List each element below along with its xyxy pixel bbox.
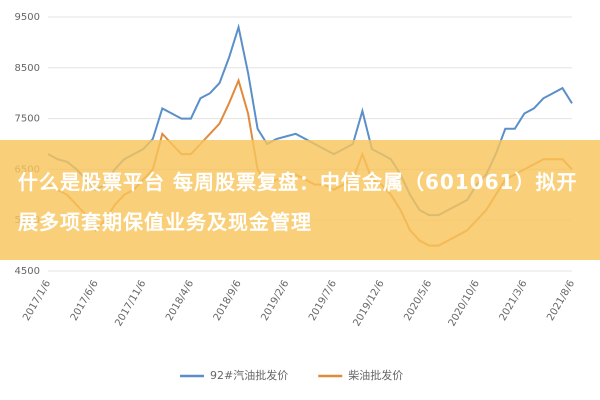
x-tick-label: 2020/10/6	[447, 279, 482, 329]
y-tick-label: 7500	[15, 114, 40, 125]
x-tick-label: 2021/3/6	[498, 279, 530, 323]
x-tick-label: 2018/4/6	[164, 279, 196, 323]
x-tick-label: 2021/8/6	[545, 279, 577, 323]
y-tick-label: 9500	[15, 12, 40, 23]
x-tick-label: 2019/2/6	[259, 279, 291, 323]
x-tick-label: 2019/7/6	[307, 279, 339, 323]
legend-label: 柴油批发价	[348, 368, 403, 382]
x-tick-label: 2017/1/6	[21, 279, 53, 323]
x-tick-label: 2019/12/6	[351, 279, 386, 329]
x-tick-label: 2017/11/6	[113, 279, 148, 329]
x-tick-label: 2018/9/6	[212, 279, 244, 323]
legend-label: 92#汽油批发价	[210, 368, 288, 382]
banner-text: 什么是股票平台 每周股票复盘：中信金属（601061）拟开展多项套期保值业务及现…	[0, 140, 600, 260]
y-tick-label: 8500	[15, 63, 40, 74]
x-tick-label: 2017/6/6	[69, 279, 101, 323]
y-tick-label: 4500	[15, 266, 40, 277]
x-tick-label: 2020/5/6	[402, 279, 434, 323]
